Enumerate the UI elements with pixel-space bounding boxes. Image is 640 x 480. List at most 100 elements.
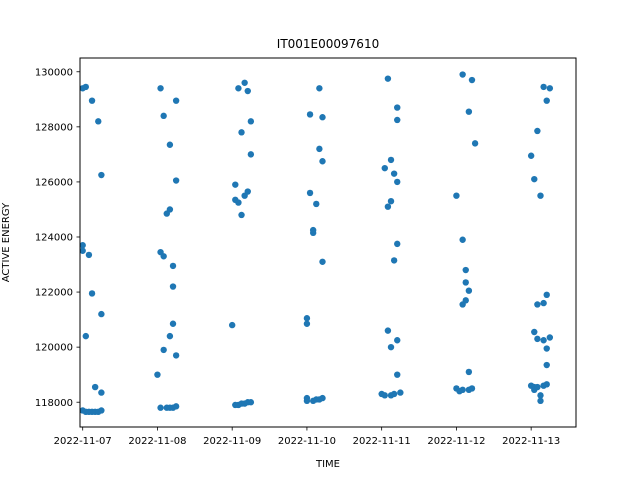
data-point [459, 236, 466, 243]
data-point [468, 385, 476, 392]
data-point [160, 253, 167, 260]
data-point [543, 381, 550, 388]
data-point [309, 226, 317, 234]
data-point [531, 328, 538, 336]
data-point [394, 104, 401, 111]
data-point [394, 178, 401, 186]
data-point [468, 76, 476, 84]
data-point [172, 403, 180, 410]
data-point [98, 407, 105, 414]
data-point [540, 299, 547, 307]
data-point [303, 397, 311, 405]
data-point [384, 327, 392, 334]
data-point [82, 83, 90, 91]
data-point [546, 85, 554, 92]
data-point [394, 116, 401, 124]
data-point [247, 151, 255, 158]
data-point [534, 301, 541, 308]
data-point [169, 320, 177, 327]
data-point [459, 71, 466, 78]
data-point [235, 85, 242, 92]
data-point [465, 108, 473, 115]
data-point [381, 164, 388, 172]
data-point [88, 290, 96, 297]
data-point [235, 199, 242, 206]
data-point [166, 141, 174, 148]
data-point [228, 321, 236, 329]
data-point [394, 337, 401, 344]
x-tick-label: 2022-11-07 [54, 436, 112, 447]
x-axis: 2022-11-07 2022-11-08 2022-11-09 2022-11-10… [54, 427, 560, 447]
y-tick-label: 128000 [35, 122, 73, 133]
data-point [247, 118, 255, 125]
data-point [303, 320, 311, 327]
data-point [527, 152, 535, 159]
data-point [316, 145, 323, 153]
data-point [166, 332, 174, 340]
data-point [306, 111, 314, 118]
y-tick-label: 122000 [35, 288, 73, 299]
data-point [172, 177, 180, 184]
y-tick-label: 124000 [35, 233, 73, 244]
data-point [247, 399, 255, 406]
data-point [169, 262, 177, 270]
data-point [384, 75, 392, 82]
x-tick-label: 2022-11-13 [502, 436, 560, 447]
y-tick-label: 118000 [35, 398, 73, 409]
data-point [543, 361, 550, 369]
data-point [540, 83, 547, 91]
data-point [238, 129, 245, 136]
data-point [465, 287, 473, 294]
data-point [244, 188, 251, 195]
data-point [459, 386, 466, 394]
data-point [543, 97, 550, 104]
data-point [157, 404, 164, 411]
data-points [79, 71, 554, 416]
data-point [384, 203, 392, 210]
data-point [462, 279, 469, 286]
data-point [319, 114, 326, 121]
data-point [397, 389, 404, 396]
data-point [387, 156, 395, 164]
data-point [543, 291, 550, 299]
data-point [91, 383, 99, 391]
data-point [244, 87, 251, 95]
data-point [79, 247, 86, 254]
y-tick-label: 120000 [35, 343, 73, 354]
data-point [381, 392, 388, 399]
x-axis-label: TIME [315, 459, 340, 470]
data-point [238, 211, 245, 219]
data-point [316, 85, 323, 92]
data-point [319, 394, 326, 402]
data-point [387, 343, 395, 351]
x-tick-label: 2022-11-12 [427, 436, 485, 447]
x-tick-label: 2022-11-10 [278, 436, 336, 447]
data-point [303, 315, 311, 322]
x-tick-label: 2022-11-11 [353, 436, 411, 447]
data-point [166, 206, 174, 213]
data-point [169, 283, 177, 290]
data-point [534, 335, 541, 343]
data-point [394, 240, 401, 248]
data-point [465, 368, 473, 376]
data-point [394, 371, 401, 378]
data-point [160, 112, 167, 120]
x-tick-label: 2022-11-08 [128, 436, 186, 447]
data-point [540, 337, 547, 344]
data-point [154, 371, 161, 378]
y-tick-label: 130000 [35, 67, 73, 78]
data-point [462, 266, 469, 274]
data-point [313, 200, 320, 208]
y-axis: 118000 120000 122000 124000 126000 128000 1300… [35, 67, 80, 409]
data-point [232, 181, 239, 188]
data-point [387, 197, 395, 205]
data-point [390, 170, 398, 177]
y-tick-label: 126000 [35, 178, 73, 189]
data-point [98, 310, 105, 318]
data-point [390, 257, 398, 264]
data-point [95, 118, 102, 125]
data-point [157, 85, 164, 92]
data-point [462, 297, 469, 304]
data-point [98, 171, 105, 179]
